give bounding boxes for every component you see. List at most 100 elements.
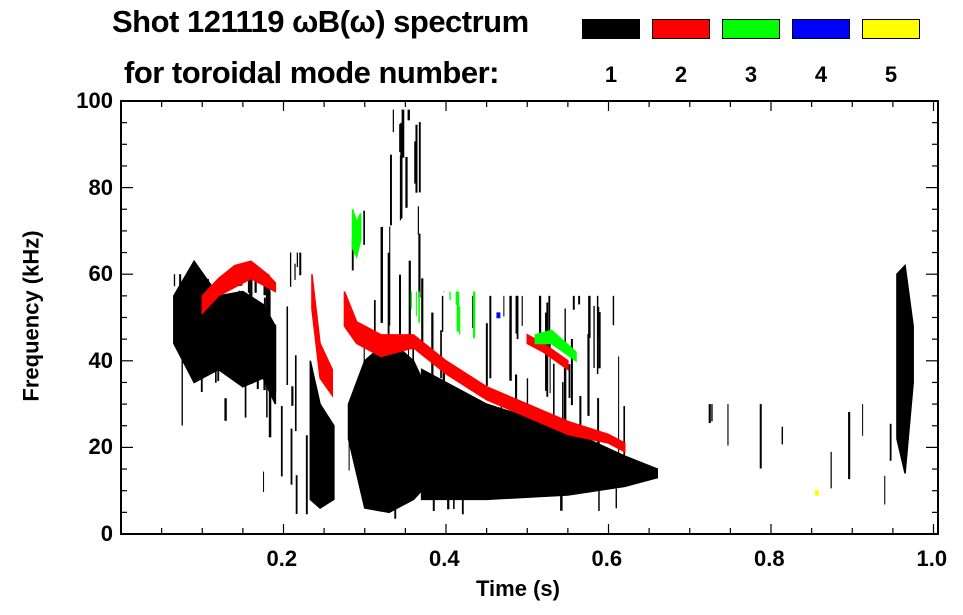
mode-2-feature xyxy=(343,291,626,453)
legend-label: 5 xyxy=(884,62,898,87)
mode-1-streak xyxy=(884,475,886,505)
x-tick-label: 1.0 xyxy=(916,546,948,571)
mode-1-streak xyxy=(387,252,390,342)
mode-1-streak xyxy=(598,312,601,369)
mode-1-streak xyxy=(485,323,488,386)
mode-3-streak xyxy=(415,291,417,317)
mode-1-streak xyxy=(615,488,617,509)
mode-1-streak xyxy=(552,363,555,424)
mode-1-streak xyxy=(392,109,394,133)
x-tick-label: 0.8 xyxy=(754,546,785,571)
legend-label: 2 xyxy=(674,62,688,87)
mode-1-streak xyxy=(286,306,289,385)
legend-label: 1 xyxy=(604,62,618,87)
y-tick-label: 60 xyxy=(88,261,113,287)
mode-1-streak xyxy=(173,274,176,287)
mode-3-streak xyxy=(410,291,413,309)
mode-1-streak xyxy=(587,333,590,416)
mode-1-streak xyxy=(415,124,418,193)
mode-1-streak xyxy=(563,367,567,434)
mode-1-streak xyxy=(862,404,864,436)
y-tick-label: 100 xyxy=(76,88,113,113)
mode-1-streak xyxy=(549,342,551,394)
mode-1-streak xyxy=(417,206,419,235)
mode-1-streak xyxy=(389,226,391,326)
y-tick-label: 20 xyxy=(88,434,113,460)
mode-1-streak xyxy=(294,263,296,280)
legend-swatch-mode-4 xyxy=(792,19,850,39)
mode-3-streak xyxy=(418,291,420,323)
mode-1-streak xyxy=(830,451,832,489)
legend-swatch-mode-2 xyxy=(652,19,710,39)
mode-1-streak xyxy=(889,423,892,461)
chart-title: Shot 121119 ωB(ω) spectrum xyxy=(112,4,529,39)
mode-1-streak xyxy=(570,338,573,406)
mode-1-streak xyxy=(295,475,298,515)
mode-1-streak xyxy=(399,155,402,221)
mode-1-streak xyxy=(254,274,257,293)
mode-1-streak xyxy=(432,489,435,512)
mode-1-feature xyxy=(420,368,658,501)
mode-1-streak xyxy=(399,274,401,357)
mode-3-feature xyxy=(351,209,362,260)
mode-3-streak xyxy=(473,291,476,339)
mode-1-streak xyxy=(407,109,410,121)
mode-1-streak xyxy=(266,372,268,418)
legend-swatch-mode-3 xyxy=(722,19,780,39)
legend-label: 4 xyxy=(814,62,828,87)
mode-1-streak xyxy=(618,356,620,456)
y-axis-label: Frequency (kHz) xyxy=(18,230,44,402)
mode-1-streak xyxy=(848,412,851,480)
mode-1-streak xyxy=(289,252,292,287)
mode-3-feature xyxy=(534,329,577,363)
mode-2-feature xyxy=(311,274,333,398)
mode-1-streak xyxy=(373,300,376,357)
mode-1-streak xyxy=(305,435,308,515)
mode-1-streak xyxy=(521,295,523,326)
mode-1-streak xyxy=(181,359,183,426)
mode-1-streak xyxy=(708,404,711,424)
mode-1-streak xyxy=(418,233,421,298)
mode-1-streak xyxy=(572,295,575,310)
chart-subtitle: for toroidal mode number: xyxy=(124,55,500,90)
mode-3-streak xyxy=(443,291,445,293)
mode-1-streak xyxy=(414,141,417,184)
mode-3-streak xyxy=(449,291,451,301)
x-axis-label: Time (s) xyxy=(476,576,560,601)
mode-1-streak xyxy=(263,471,265,492)
mode-1-streak xyxy=(247,274,250,293)
mode-1-streak xyxy=(291,386,294,406)
mode-1-streak xyxy=(568,364,571,398)
mode-1-streak xyxy=(421,278,424,350)
mode-1-feature xyxy=(896,263,914,474)
mode-1-streak xyxy=(623,406,626,475)
mode-2-feature xyxy=(201,260,277,316)
mode-1-streak xyxy=(489,295,492,379)
mode-1-streak xyxy=(418,122,421,193)
mode-3-streak xyxy=(455,291,458,305)
mode-1-streak xyxy=(441,295,444,332)
mode-1-streak xyxy=(516,295,519,340)
mode-1-streak xyxy=(348,423,350,471)
mode-1-streak xyxy=(280,406,283,477)
mode-1-streak xyxy=(389,154,392,226)
mode-1-streak xyxy=(539,295,541,307)
mode-3-streak xyxy=(459,306,461,335)
mode-1-feature xyxy=(347,338,423,514)
mode-1-streak xyxy=(440,330,442,379)
mode-1-streak xyxy=(269,288,271,327)
mode-1-streak xyxy=(612,295,615,326)
mode-1-streak xyxy=(727,404,729,446)
mode-1-streak xyxy=(588,295,591,338)
mode-1-streak xyxy=(380,226,383,323)
mode-1-streak xyxy=(401,109,403,148)
mode-1-streak xyxy=(759,404,762,469)
mode-3-streak xyxy=(456,291,460,332)
mode-1-streak xyxy=(509,295,512,381)
mode-1-streak xyxy=(363,210,365,245)
mode-1-streak xyxy=(538,295,542,339)
mode-1-streak xyxy=(593,305,595,368)
mode-1-streak xyxy=(290,428,293,485)
mode-5-feature xyxy=(814,489,819,496)
mode-1-streak xyxy=(408,260,411,349)
